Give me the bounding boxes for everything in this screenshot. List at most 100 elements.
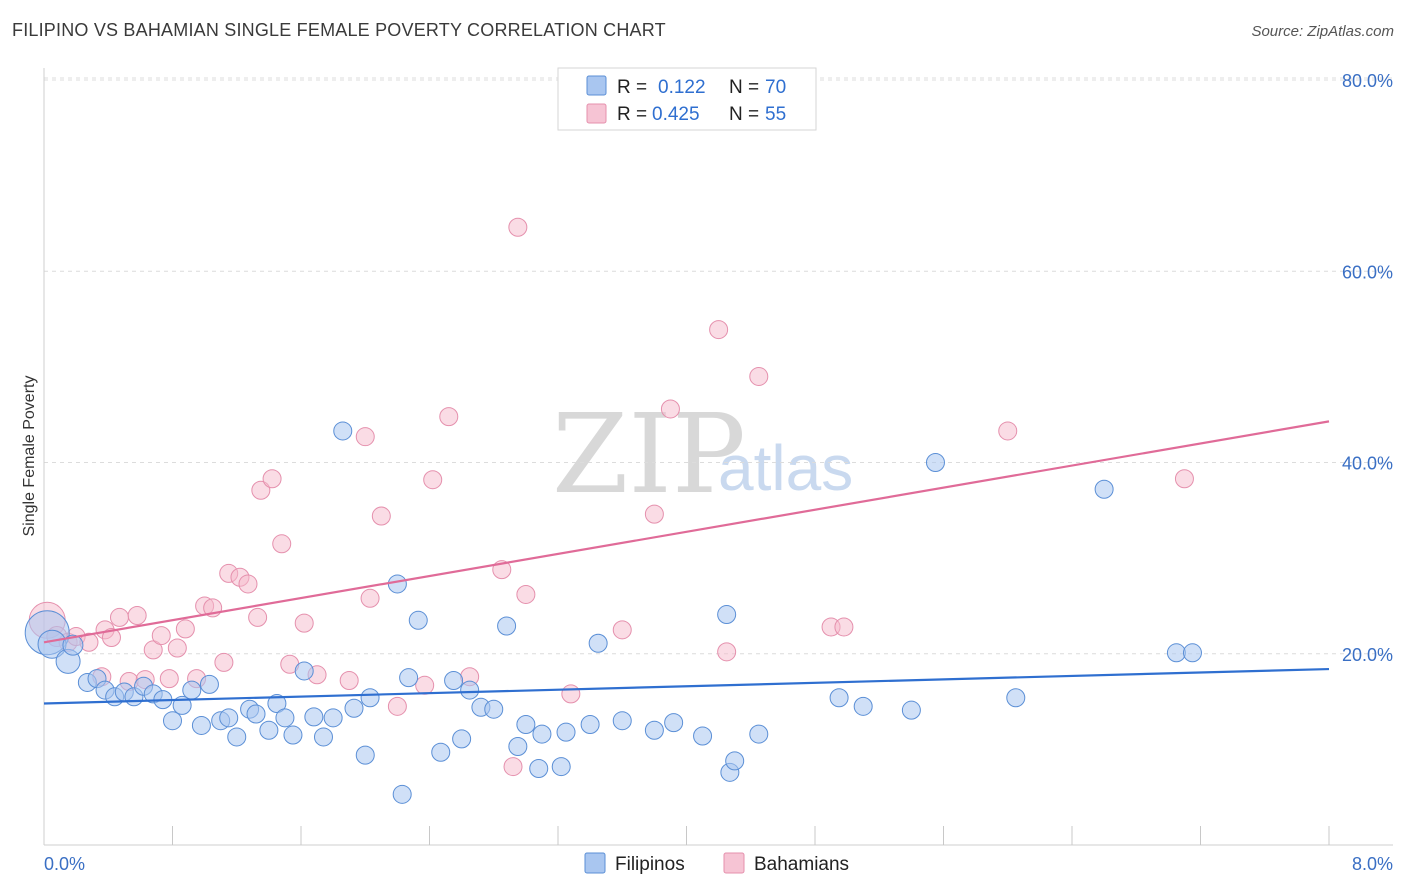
filipinos-point	[725, 751, 745, 771]
filipinos-point	[1182, 643, 1202, 663]
filipinos-point	[717, 605, 737, 625]
gridlines	[44, 77, 1393, 655]
filipinos-point	[246, 704, 266, 724]
filipinos-point	[355, 745, 375, 765]
y-tick-label: 60.0%	[1342, 262, 1393, 282]
bahamians-trend-line	[43, 420, 1330, 644]
filipinos-point	[431, 742, 451, 762]
legend-n-value-bahamians: 55	[765, 104, 786, 125]
filipinos-point	[551, 757, 571, 777]
bahamians-point	[251, 480, 271, 500]
filipinos-point	[259, 720, 279, 740]
bahamians-point	[516, 584, 536, 604]
bahamians-point	[709, 320, 729, 340]
filipinos-point	[532, 724, 552, 744]
filipinos-point	[182, 680, 202, 700]
filipinos-point	[749, 724, 769, 744]
series-filipinos-points	[24, 421, 1202, 804]
y-tick-label: 20.0%	[1342, 645, 1393, 665]
filipinos-point	[294, 661, 314, 681]
bottom-legend-swatch-bahamians	[723, 852, 745, 874]
bahamians-point	[503, 757, 523, 777]
filipinos-point	[516, 715, 536, 735]
bahamians-point	[834, 617, 854, 637]
bahamians-point	[175, 619, 195, 639]
filipinos-point	[508, 737, 528, 757]
bahamians-point	[294, 613, 314, 633]
bahamians-point	[355, 427, 375, 447]
legend-r-value-filipinos: 0.122	[658, 77, 706, 98]
legend-r-label-filipinos: R =	[617, 77, 647, 98]
bahamians-point	[167, 638, 187, 658]
bottom-legend-label-filipinos: Filipinos	[615, 854, 685, 875]
filipinos-point	[901, 700, 921, 720]
filipinos-point	[313, 727, 333, 747]
bahamians-point	[262, 469, 282, 489]
bahamians-point	[339, 671, 359, 691]
bahamians-point	[159, 669, 179, 689]
filipinos-point	[399, 668, 419, 688]
filipinos-point	[304, 707, 324, 727]
bahamians-point	[109, 607, 129, 627]
bahamians-point	[143, 640, 163, 660]
bahamians-point	[717, 642, 737, 662]
filipinos-point	[1166, 643, 1186, 663]
filipinos-point	[199, 674, 219, 694]
bottom-legend-label-bahamians: Bahamians	[754, 854, 849, 875]
filipinos-point	[444, 671, 464, 691]
watermark-zip: ZIP	[552, 390, 746, 518]
filipinos-point	[693, 726, 713, 746]
bahamians-point	[612, 620, 632, 640]
bahamians-point	[387, 696, 407, 716]
bahamians-point	[127, 606, 147, 625]
watermark-atlas: atlas	[718, 432, 853, 504]
filipinos-point	[484, 699, 504, 719]
filipinos-point	[644, 720, 664, 740]
filipinos-point	[387, 574, 407, 594]
filipinos-point	[227, 727, 247, 747]
filipinos-point	[1094, 479, 1114, 499]
filipinos-point	[333, 421, 353, 441]
x-axis-ticks	[172, 826, 1330, 845]
chart-title: FILIPINO VS BAHAMIAN SINGLE FEMALE POVER…	[12, 20, 666, 40]
x-tick-label-max: 8.0%	[1352, 854, 1393, 874]
filipinos-point	[360, 688, 380, 708]
bahamians-point	[214, 652, 234, 672]
legend-n-value-filipinos: 70	[765, 77, 786, 98]
filipinos-point	[580, 715, 600, 735]
y-tick-label: 80.0%	[1342, 71, 1393, 91]
bahamians-point	[371, 506, 391, 526]
filipinos-point	[588, 633, 608, 653]
legend-swatch-bahamians	[586, 103, 607, 124]
bahamians-point	[749, 366, 769, 386]
filipinos-point	[267, 693, 287, 713]
filipinos-point	[664, 713, 684, 733]
x-tick-label-min: 0.0%	[44, 854, 85, 874]
series-legend: Filipinos Bahamians	[584, 852, 849, 875]
bahamians-point	[561, 684, 581, 704]
bahamians-point	[272, 534, 292, 554]
filipinos-point	[612, 711, 632, 731]
bahamians-point	[660, 399, 680, 419]
filipinos-point	[344, 698, 364, 718]
filipinos-point	[829, 688, 849, 708]
stats-legend: R = 0.122 N = 70 R = 0.425 N = 55	[557, 67, 817, 131]
filipinos-point	[283, 725, 303, 745]
watermark: ZIP atlas	[552, 390, 853, 518]
bahamians-point	[101, 627, 121, 647]
bahamians-point	[151, 626, 171, 646]
bahamians-point	[423, 470, 443, 490]
bahamians-point	[439, 407, 459, 427]
bottom-legend-swatch-filipinos	[584, 852, 606, 874]
bahamians-point	[1174, 469, 1194, 489]
y-axis-title: Single Female Poverty	[21, 376, 38, 537]
bahamians-point	[644, 504, 664, 524]
legend-r-value-bahamians: 0.425	[652, 104, 700, 125]
bahamians-point	[360, 588, 380, 608]
legend-r-label-bahamians: R =	[617, 104, 647, 125]
filipinos-point	[1006, 688, 1026, 708]
filipinos-point	[460, 680, 480, 700]
filipinos-point	[497, 616, 517, 636]
legend-n-label-filipinos: N =	[729, 77, 759, 98]
